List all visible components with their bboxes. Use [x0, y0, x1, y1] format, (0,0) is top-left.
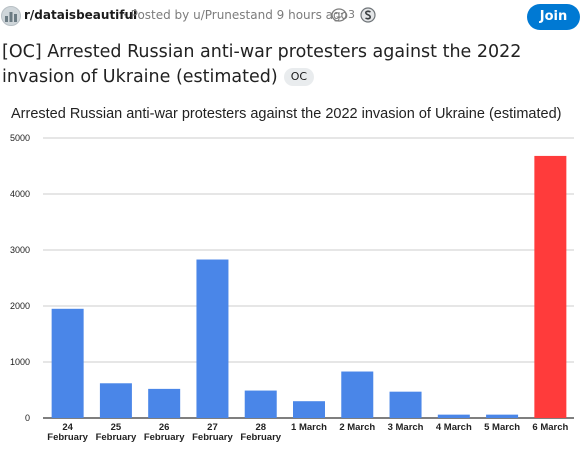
y-tick-label: 1000 [10, 357, 30, 367]
bar-2 [148, 389, 180, 418]
x-tick-label: 1 March [291, 422, 327, 433]
bar-8 [438, 415, 470, 418]
x-tick-label: February [96, 432, 137, 443]
bar-7 [390, 392, 422, 418]
chart-image[interactable]: Arrested Russian anti-war protesters aga… [0, 100, 588, 450]
bar-1 [100, 383, 132, 418]
bar-4 [245, 391, 277, 418]
post-meta: · Posted by u/Prunestand 9 hours ago [123, 8, 348, 22]
post-title[interactable]: [OC] Arrested Russian anti-war protester… [2, 40, 586, 90]
y-tick-label: 0 [25, 413, 30, 423]
bar-5 [293, 401, 325, 418]
flair-badge[interactable]: OC [284, 68, 314, 86]
subreddit-link[interactable]: r/dataisbeautiful [24, 8, 137, 22]
x-tick-label: February [240, 432, 281, 443]
x-tick-label: 6 March [532, 422, 568, 433]
x-tick-label: February [144, 432, 185, 443]
silver-coin-icon[interactable] [360, 7, 376, 23]
bar-9 [486, 415, 518, 418]
y-tick-label: 3000 [10, 245, 30, 255]
subreddit-icon [2, 7, 20, 25]
x-tick-label: 3 March [388, 422, 424, 433]
join-button[interactable]: Join [527, 4, 580, 30]
x-tick-label: 2 March [339, 422, 375, 433]
award-count: 3 [348, 8, 355, 21]
x-tick-label: February [47, 432, 88, 443]
y-tick-label: 2000 [10, 301, 30, 311]
bar-6 [341, 372, 373, 418]
bar-3 [196, 260, 228, 418]
bar-10 [534, 156, 566, 418]
bar-chart: 01000200030004000500024February25Februar… [0, 100, 588, 450]
bar-0 [52, 309, 84, 418]
y-tick-label: 4000 [10, 189, 30, 199]
subreddit-avatar[interactable] [1, 6, 21, 26]
y-tick-label: 5000 [10, 133, 30, 143]
post-title-text[interactable]: [OC] Arrested Russian anti-war protester… [2, 42, 521, 87]
x-tick-label: 4 March [436, 422, 472, 433]
x-tick-label: February [192, 432, 233, 443]
x-tick-label: 5 March [484, 422, 520, 433]
laughing-award-icon[interactable] [331, 8, 347, 22]
post-header: r/dataisbeautiful · Posted by u/Prunesta… [0, 0, 588, 34]
